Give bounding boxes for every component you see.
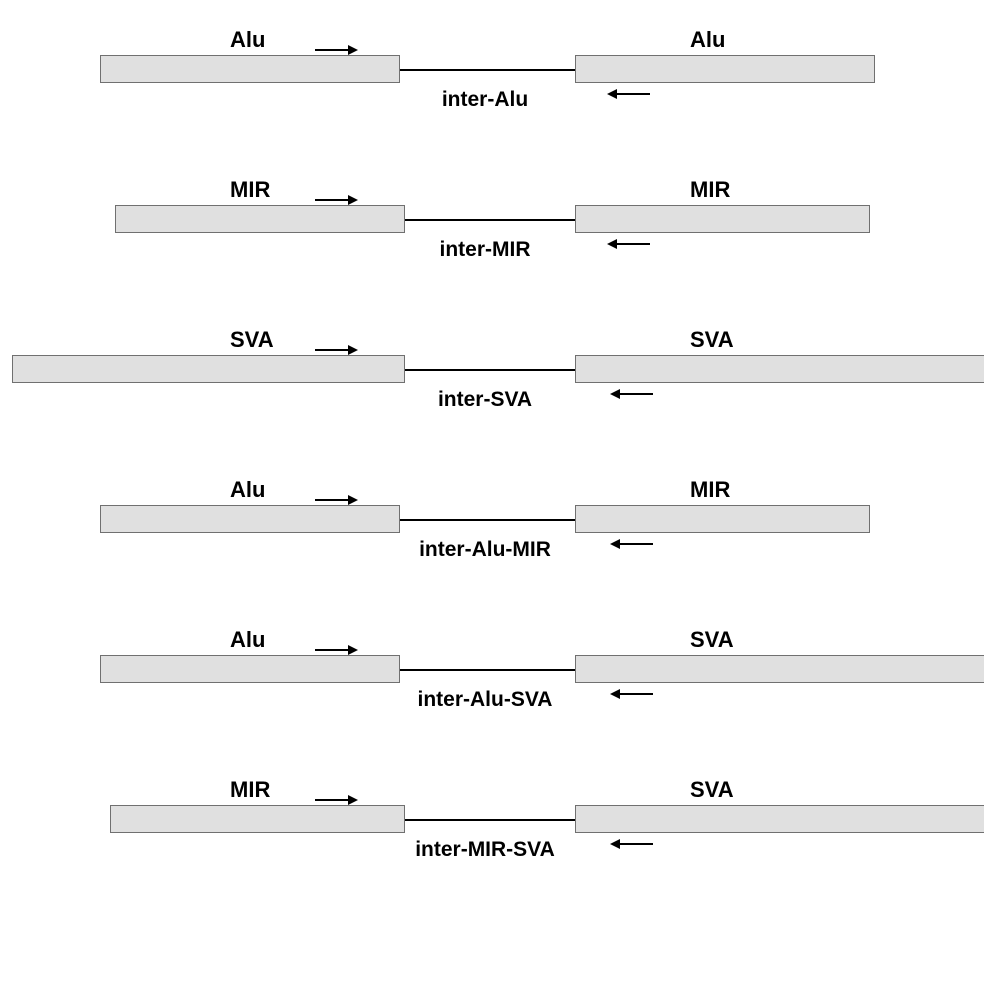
connector-line (400, 669, 575, 671)
left-element-box (12, 355, 405, 383)
inter-label: inter-Alu (395, 88, 575, 112)
inter-label: inter-MIR (395, 238, 575, 262)
right-element-label: SVA (690, 327, 734, 353)
left-element-label: Alu (230, 27, 265, 53)
diagram-container: Alu Alu inter-Alu MIR MIR inter-MIR SVA SVA inte… (10, 25, 974, 850)
connector-line (400, 519, 575, 521)
left-element-box (115, 205, 405, 233)
inter-label: inter-Alu-MIR (380, 538, 590, 562)
right-element-label: SVA (690, 627, 734, 653)
left-element-box (100, 505, 400, 533)
inter-label: inter-Alu-SVA (380, 688, 590, 712)
left-element-label: MIR (230, 777, 270, 803)
diagram-row-5: MIRSVAinter-MIR-SVA (10, 775, 974, 850)
diagram-row-1: MIRMIRinter-MIR (10, 175, 974, 250)
connector-line (405, 369, 575, 371)
left-element-box (100, 655, 400, 683)
diagram-row-3: AluMIRinter-Alu-MIR (10, 475, 974, 550)
right-element-label: Alu (690, 27, 725, 53)
left-element-box (110, 805, 405, 833)
right-element-box (575, 805, 984, 833)
left-element-label: MIR (230, 177, 270, 203)
right-element-label: SVA (690, 777, 734, 803)
left-element-label: Alu (230, 627, 265, 653)
diagram-row-2: SVASVAinter-SVA (10, 325, 974, 400)
right-element-label: MIR (690, 177, 730, 203)
right-element-box (575, 655, 984, 683)
inter-label: inter-MIR-SVA (380, 838, 590, 862)
right-element-box (575, 355, 984, 383)
inter-label: inter-SVA (395, 388, 575, 412)
right-element-box (575, 55, 875, 83)
left-element-label: Alu (230, 477, 265, 503)
right-element-box (575, 505, 870, 533)
left-element-label: SVA (230, 327, 274, 353)
diagram-row-4: AluSVAinter-Alu-SVA (10, 625, 974, 700)
left-element-box (100, 55, 400, 83)
right-element-label: MIR (690, 477, 730, 503)
connector-line (405, 819, 575, 821)
right-element-box (575, 205, 870, 233)
diagram-row-0: AluAluinter-Alu (10, 25, 974, 100)
connector-line (400, 69, 575, 71)
connector-line (405, 219, 575, 221)
